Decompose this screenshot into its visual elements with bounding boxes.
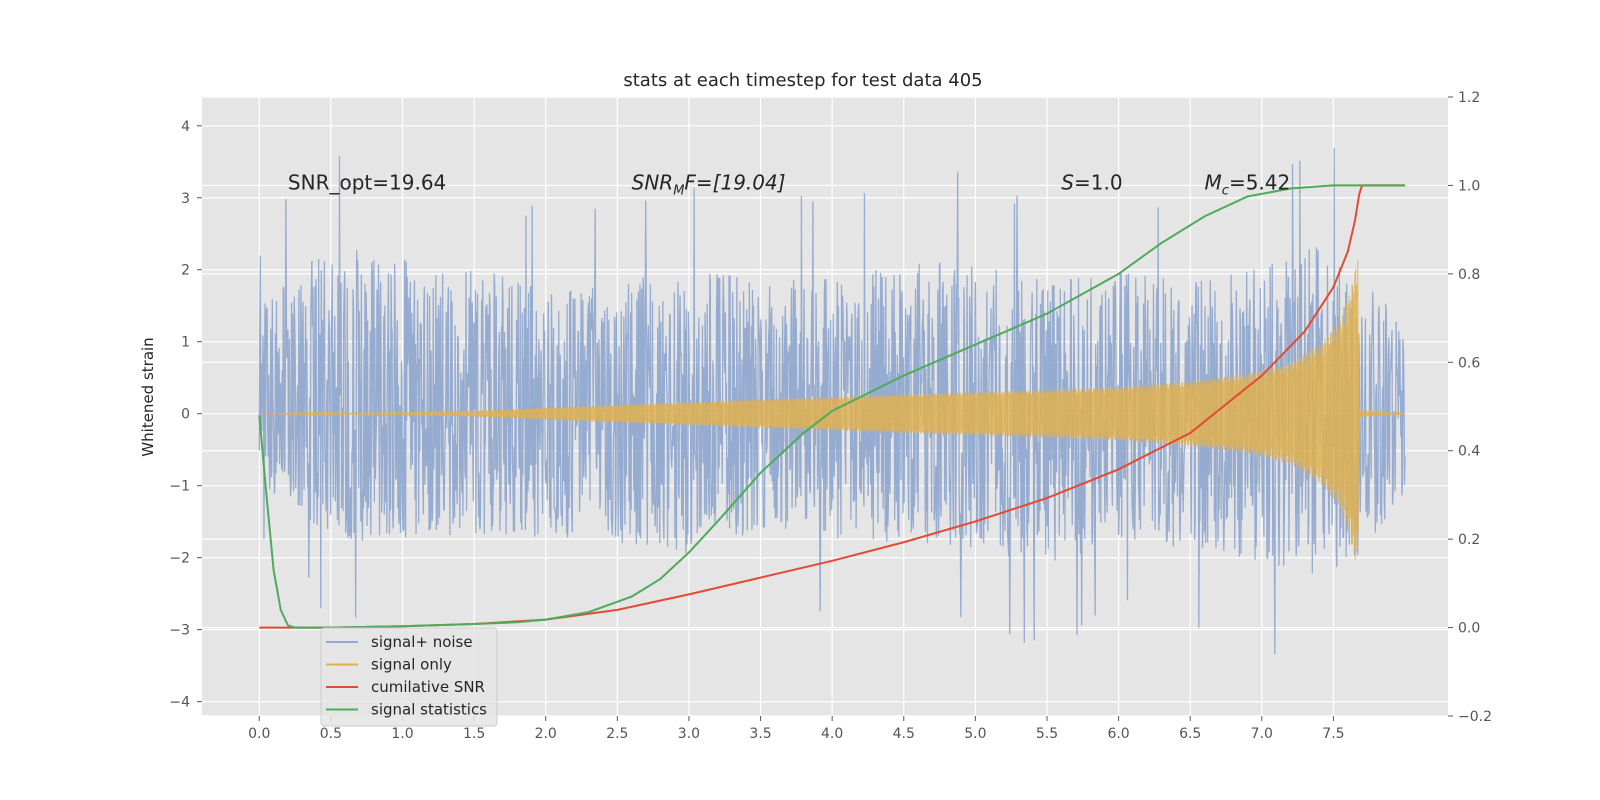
x-tick-label: 0.0 — [248, 726, 270, 742]
x-tick-label: 5.5 — [1036, 726, 1058, 742]
annotation-text: SNR_opt=19.64 — [288, 170, 446, 194]
annotation-text: SNRMF=[19.04] — [632, 170, 786, 198]
y-tick-label: −3 — [169, 623, 190, 639]
y-tick-label: −4 — [169, 695, 190, 711]
x-tick-label: 2.0 — [535, 726, 557, 742]
y2-tick-label: 0.4 — [1458, 444, 1480, 460]
x-tick-label: 7.5 — [1322, 726, 1344, 742]
y2-tick-label: 0.0 — [1458, 621, 1480, 637]
x-tick-label: 3.0 — [678, 726, 700, 742]
y-axis-label: Whitened strain — [139, 337, 157, 456]
x-tick-label: 6.5 — [1179, 726, 1201, 742]
y-tick-label: −2 — [169, 551, 190, 567]
y2-tick-label: 1.2 — [1458, 90, 1480, 106]
x-tick-label: 7.0 — [1251, 726, 1273, 742]
y-tick-label: 4 — [181, 119, 190, 135]
y2-tick-label: 1.0 — [1458, 178, 1480, 194]
signal-only-series — [259, 260, 1406, 560]
y-tick-label: 1 — [181, 335, 190, 351]
x-tick-label: 1.5 — [463, 726, 485, 742]
signal-statistics-line — [258, 184, 1406, 629]
legend-label: cumilative SNR — [371, 678, 485, 696]
y2-tick-label: 0.2 — [1458, 532, 1480, 548]
legend: signal+ noise signal only cumilative SNR si… — [320, 627, 498, 727]
y2-tick-label: 0.8 — [1458, 267, 1480, 283]
x-tick-label: 2.5 — [606, 726, 628, 742]
y-tick-label: 3 — [181, 191, 190, 207]
legend-label: signal+ noise — [371, 633, 473, 651]
y-tick-label: 2 — [181, 263, 190, 279]
x-tick-label: 5.0 — [964, 726, 986, 742]
annotation-text: Mc=5.42 — [1205, 170, 1291, 198]
y2-tick-label: 0.6 — [1458, 355, 1480, 371]
x-tick-label: 0.5 — [320, 726, 342, 742]
y2-tick-label: −0.2 — [1458, 709, 1492, 725]
legend-label: signal statistics — [371, 701, 487, 719]
y-tick-label: 0 — [181, 407, 190, 423]
legend-label: signal only — [371, 656, 452, 674]
signal-only-line — [259, 260, 1406, 560]
x-tick-label: 1.0 — [391, 726, 413, 742]
y-tick-label: −1 — [169, 479, 190, 495]
x-tick-label: 4.5 — [893, 726, 915, 742]
x-tick-label: 6.0 — [1107, 726, 1129, 742]
chart-title: stats at each timestep for test data 405 — [623, 70, 982, 91]
legend-box — [320, 627, 498, 727]
x-tick-label: 3.5 — [749, 726, 771, 742]
annotation-text: S=1.0 — [1061, 170, 1122, 194]
x-tick-label: 4.0 — [821, 726, 843, 742]
